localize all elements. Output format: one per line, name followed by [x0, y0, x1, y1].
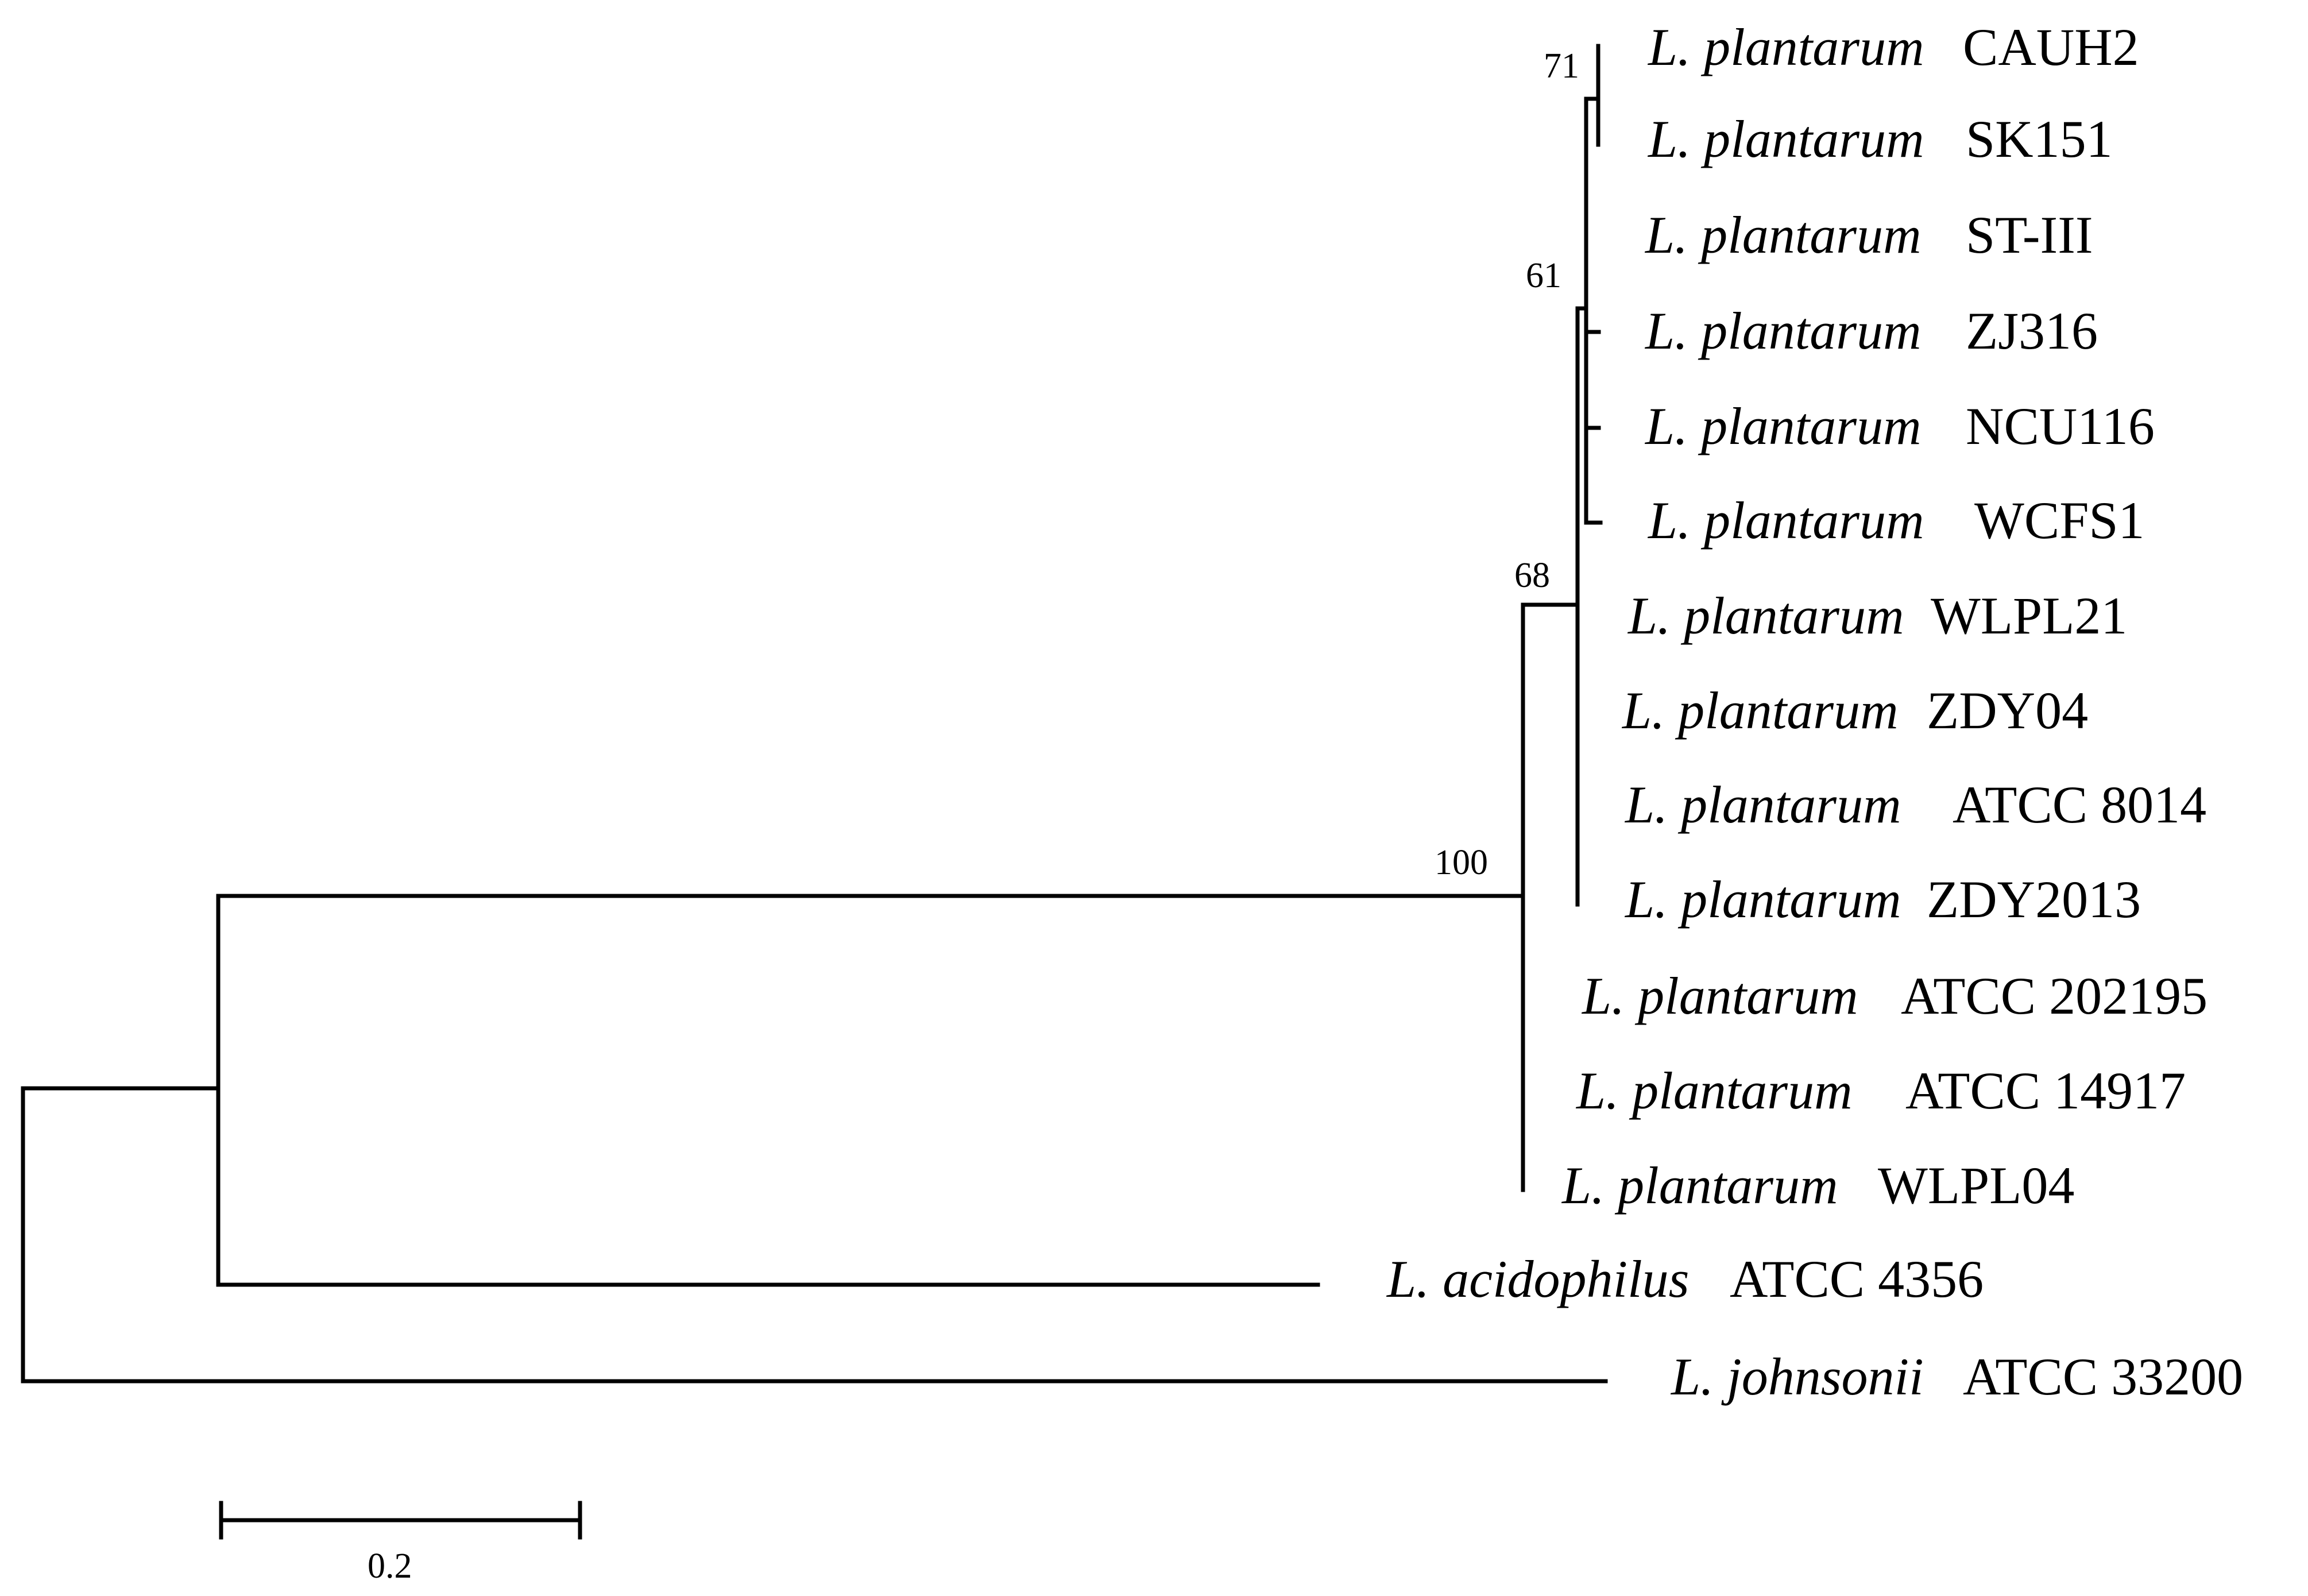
taxon-label: L. plantarum CAUH2: [1647, 18, 2139, 76]
taxon-label: L. plantarum WLPL04: [1561, 1156, 2074, 1215]
taxon-label: L. plantarum SK151: [1647, 110, 2113, 168]
tree-branches: [21, 44, 1608, 1384]
species-name: L. plantarum: [1644, 302, 1922, 360]
taxon-label: L. plantarum ZDY04: [1621, 681, 2088, 740]
strain-name: ST-III: [1966, 206, 2093, 264]
strain-name: ATCC 202195: [1901, 967, 2208, 1025]
scale-bar-label: 0.2: [368, 1547, 412, 1586]
taxon-label: L. plantarum NCU116: [1644, 397, 2155, 455]
strain-name: SK151: [1966, 110, 2113, 168]
taxon-label: L. plantarum WCFS1: [1647, 491, 2145, 550]
species-name: L. acidophilus: [1386, 1250, 1689, 1308]
species-name: L. plantarum: [1644, 397, 1922, 455]
strain-name: ATCC 33200: [1963, 1347, 2243, 1406]
species-name: L. plantarum: [1624, 870, 1901, 929]
species-name: L. plantarum: [1581, 967, 1858, 1025]
species-name: L. plantarum: [1624, 775, 1901, 834]
bootstrap-61: 61: [1526, 256, 1561, 295]
strain-name: ZDY04: [1927, 681, 2088, 740]
taxon-label: L. plantarum ATCC 14917: [1575, 1061, 2186, 1120]
strain-name: WLPL21: [1931, 586, 2127, 645]
bootstrap-100: 100: [1435, 843, 1488, 882]
species-name: L. plantarum: [1644, 206, 1922, 264]
taxon-label: L. plantarum ATCC 8014: [1624, 775, 2206, 834]
bootstrap-values: 71 61 68 100: [1435, 47, 1579, 882]
species-name: L. plantarum: [1647, 110, 1924, 168]
taxon-label: L. acidophilus ATCC 4356: [1386, 1250, 1984, 1308]
strain-name: ATCC 14917: [1905, 1061, 2186, 1120]
strain-name: WCFS1: [1974, 491, 2145, 550]
species-name: L. plantarum: [1647, 18, 1924, 76]
species-name: L. plantarum: [1627, 586, 1904, 645]
bootstrap-71: 71: [1544, 47, 1579, 86]
species-name: L. plantarum: [1575, 1061, 1853, 1120]
strain-name: ATCC 4356: [1730, 1250, 1984, 1308]
strain-name: WLPL04: [1878, 1156, 2074, 1215]
strain-name: ZDY2013: [1927, 870, 2141, 929]
strain-name: NCU116: [1966, 397, 2155, 455]
species-name: L. plantarum: [1561, 1156, 1838, 1215]
strain-name: ATCC 8014: [1953, 775, 2206, 834]
taxon-labels: L. plantarum CAUH2 L. plantarum SK151 L. p…: [1386, 18, 2243, 1406]
bootstrap-68: 68: [1514, 556, 1550, 595]
taxon-label: L. plantarum ZJ316: [1644, 302, 2098, 360]
taxon-label: L. johnsonii ATCC 33200: [1670, 1347, 2243, 1406]
taxon-label: L. plantarum ZDY2013: [1624, 870, 2141, 929]
scale-bar: 0.2: [219, 1501, 582, 1586]
species-name: L. plantarum: [1647, 491, 1924, 550]
taxon-label: L. plantarum ATCC 202195: [1581, 967, 2208, 1025]
taxon-label: L. plantarum WLPL21: [1627, 586, 2127, 645]
strain-name: CAUH2: [1963, 18, 2139, 76]
species-name: L. johnsonii: [1670, 1347, 1924, 1406]
strain-name: ZJ316: [1966, 302, 2098, 360]
taxon-label: L. plantarum ST-III: [1644, 206, 2093, 264]
species-name: L. plantarum: [1621, 681, 1899, 740]
